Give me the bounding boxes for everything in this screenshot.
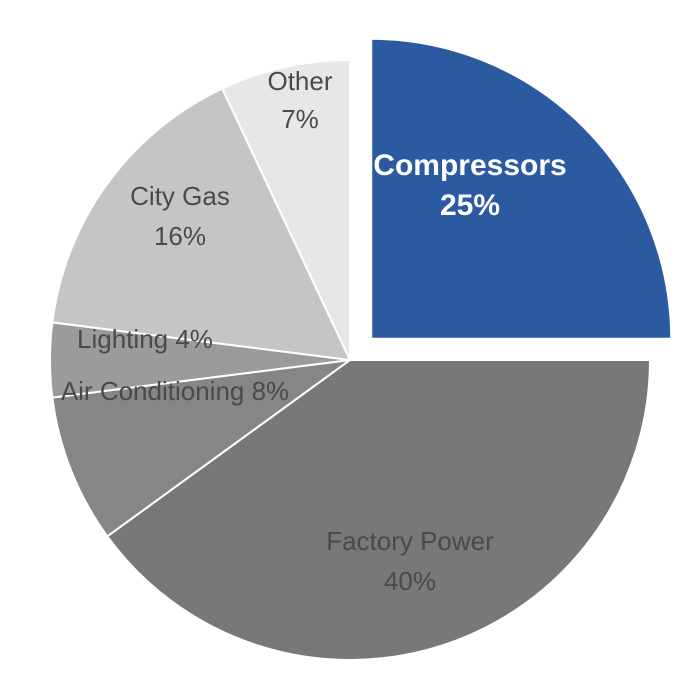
- slice-label-name: City Gas: [130, 181, 230, 211]
- slice-label-value: 7%: [281, 104, 319, 134]
- slice-label-value: 40%: [384, 566, 436, 596]
- slice-label-name: Factory Power: [326, 526, 494, 556]
- slice-label-name: Compressors: [373, 149, 566, 182]
- energy-pie-chart: Compressors 25% Factory Power 40% Air Condit…: [0, 0, 700, 700]
- slice-label-value: 16%: [154, 221, 206, 251]
- slice-label-name: Other: [267, 66, 332, 96]
- pie-slice-compressors: [371, 39, 671, 339]
- slice-label-name: Lighting 4%: [77, 324, 213, 354]
- slice-label-value: 25%: [440, 189, 500, 222]
- slice-label-name: Air Conditioning 8%: [61, 376, 289, 406]
